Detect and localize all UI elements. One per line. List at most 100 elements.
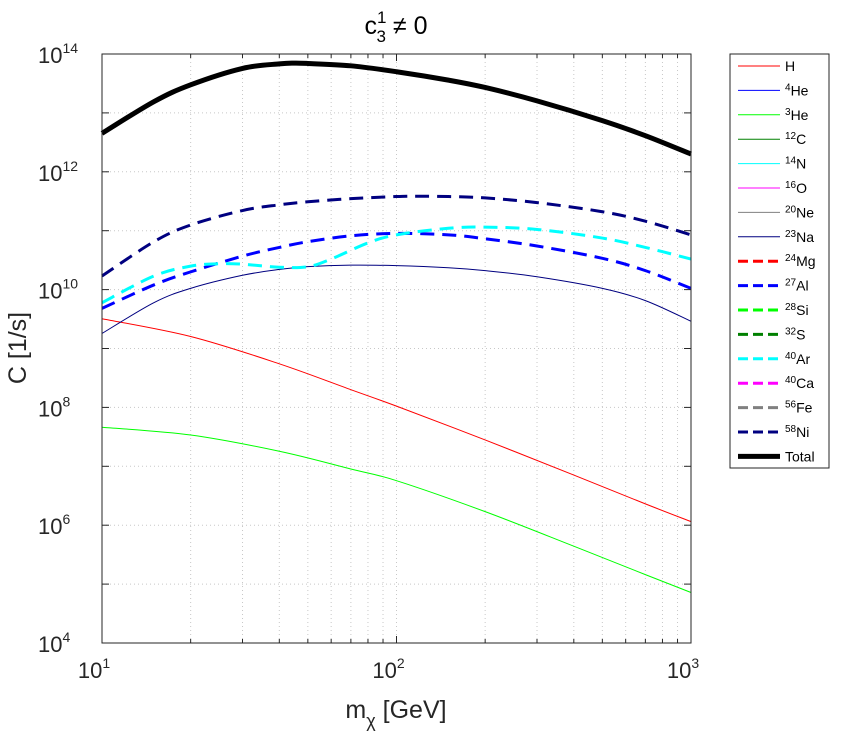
legend-label: 3He [785, 107, 809, 123]
legend-label-superscript: 40 [785, 375, 797, 386]
legend-label-superscript: 58 [785, 424, 797, 435]
legend-label: 40Ca [785, 375, 814, 391]
y-tick-label: 106 [38, 511, 70, 539]
legend-label-text: Al [796, 278, 808, 294]
legend-label: 16O [785, 180, 807, 196]
y-tick-label: 1010 [38, 276, 78, 304]
y-tick-label-exponent: 14 [62, 40, 78, 56]
legend-item-16O: 16O [738, 180, 807, 196]
x-axis-title-base: m [345, 696, 366, 724]
legend-label-superscript: 16 [785, 180, 797, 191]
y-tick-label: 108 [38, 393, 70, 421]
legend-item-28Si: 28Si [738, 302, 809, 318]
x-tick-label-base: 10 [372, 658, 396, 683]
legend-label-text: He [791, 82, 809, 98]
legend-label-text: Total [785, 448, 815, 464]
legend-item-Total: Total [738, 448, 815, 464]
legend-label-text: Ca [796, 375, 814, 391]
legend-label-superscript: 12 [785, 131, 797, 142]
series-line-23Na [101, 264, 692, 334]
legend: H4He3He12C14N16O20Ne23Na24Mg27Al28Si32S4… [729, 53, 830, 469]
legend-label-text: C [796, 131, 806, 147]
x-tick-label-exponent: 1 [102, 655, 110, 671]
legend-item-40Ca: 40Ca [738, 375, 814, 391]
legend-label: 28Si [785, 302, 809, 318]
x-tick-label-exponent: 3 [691, 655, 699, 671]
legend-item-20Ne: 20Ne [738, 204, 814, 220]
legend-label-text: Na [796, 229, 814, 245]
x-tick-label-exponent: 2 [397, 655, 405, 671]
axis-ticks [102, 54, 691, 643]
legend-label-superscript: 14 [785, 156, 797, 167]
series-line-27Al [101, 231, 692, 310]
series-line-H [101, 318, 692, 523]
legend-label-text: Ar [796, 351, 810, 367]
legend-item-23Na: 23Na [738, 229, 814, 245]
chart-title-superscript: 1 [377, 8, 386, 27]
legend-label: Total [785, 448, 815, 464]
chart-title: c1 3 ≠ 0 [365, 8, 428, 46]
series-line-40Ar [101, 225, 692, 305]
series-line-3He [101, 426, 692, 593]
legend-label-superscript: 56 [785, 400, 797, 411]
series-line-58Ni [101, 194, 692, 278]
plot-background [102, 54, 691, 643]
legend-item-58Ni: 58Ni [738, 424, 809, 440]
legend-label-text: H [785, 58, 795, 74]
legend-item-H: H [738, 58, 795, 74]
x-tick-label-base: 10 [667, 658, 691, 683]
y-tick-label-base: 10 [38, 632, 62, 657]
legend-label: 40Ar [785, 351, 810, 367]
legend-label-superscript: 27 [785, 278, 797, 289]
legend-label: 23Na [785, 229, 814, 245]
y-tick-label-base: 10 [38, 514, 62, 539]
legend-label-text: Ni [796, 424, 809, 440]
chart-title-subscript: 3 [376, 27, 385, 46]
series-line-Total [100, 60, 692, 157]
legend-label: 4He [785, 82, 809, 98]
y-tick-label-exponent: 12 [62, 158, 78, 174]
legend-item-3He: 3He [738, 107, 809, 123]
x-tick-label: 102 [372, 655, 404, 683]
legend-label: 58Ni [785, 424, 809, 440]
y-tick-label-base: 10 [38, 43, 62, 68]
legend-label: H [785, 58, 795, 74]
legend-item-32S: 32S [738, 326, 805, 342]
legend-label-superscript: 4 [785, 82, 791, 93]
legend-label-superscript: 24 [785, 253, 797, 264]
y-tick-label: 1012 [38, 158, 78, 186]
y-tick-label-base: 10 [38, 161, 62, 186]
x-tick-label-base: 10 [78, 658, 102, 683]
y-tick-label: 104 [38, 629, 70, 657]
legend-label-text: Mg [796, 253, 815, 269]
legend-item-24Mg: 24Mg [738, 253, 816, 269]
chart-title-base: c [365, 12, 378, 40]
legend-label-text: Si [796, 302, 808, 318]
y-tick-label-exponent: 6 [62, 511, 70, 527]
legend-item-14N: 14N [738, 156, 806, 172]
legend-label-superscript: 20 [785, 204, 797, 215]
x-tick-label: 103 [667, 655, 699, 683]
legend-label: 27Al [785, 278, 809, 294]
legend-label-text: S [796, 326, 805, 342]
legend-label-text: Ne [796, 204, 814, 220]
plot-area [100, 53, 692, 644]
legend-label: 56Fe [785, 400, 813, 416]
legend-label: 12C [785, 131, 806, 147]
legend-label: 14N [785, 156, 806, 172]
legend-item-4He: 4He [738, 82, 809, 98]
y-tick-label-exponent: 8 [62, 393, 70, 409]
legend-label-superscript: 3 [785, 107, 791, 118]
legend-label-text: N [796, 156, 806, 172]
x-axis-title: mχ [GeV] [345, 696, 446, 731]
x-tick-label: 101 [78, 655, 110, 683]
legend-label-superscript: 23 [785, 229, 797, 240]
legend-item-40Ar: 40Ar [738, 351, 810, 367]
legend-label-superscript: 28 [785, 302, 797, 313]
y-tick-label-base: 10 [38, 279, 62, 304]
x-tick-labels: 101 102 103 [78, 655, 699, 683]
y-tick-label: 1014 [38, 40, 78, 68]
legend-label-superscript: 32 [785, 326, 797, 337]
